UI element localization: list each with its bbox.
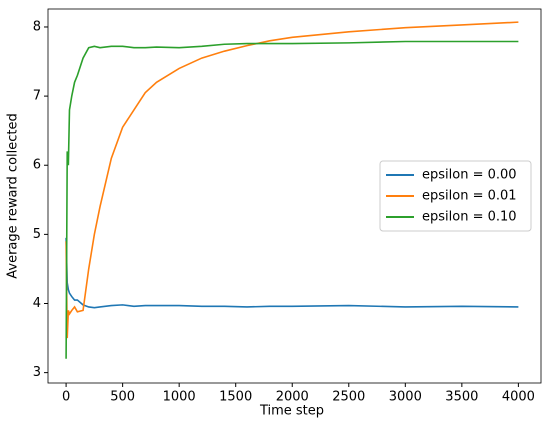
y-tick-label: 5 xyxy=(33,227,41,242)
series-line xyxy=(65,21,519,339)
legend-label: epsilon = 0.01 xyxy=(422,189,517,204)
legend: epsilon = 0.00 epsilon = 0.01 epsilon = 0.… xyxy=(379,160,532,232)
y-tick-label: 6 xyxy=(33,158,41,173)
series-line xyxy=(65,237,519,309)
x-tick-label: 4000 xyxy=(502,390,535,405)
x-tick-label: 2500 xyxy=(332,390,365,405)
x-tick-label: 1500 xyxy=(219,390,252,405)
y-tick-label: 3 xyxy=(33,365,41,380)
legend-box xyxy=(379,160,532,232)
y-tick-label: 7 xyxy=(33,89,41,104)
x-axis-label: Time step xyxy=(259,404,324,419)
plot-frame xyxy=(47,8,542,384)
legend-label: epsilon = 0.00 xyxy=(422,168,517,183)
legend-label: epsilon = 0.10 xyxy=(422,210,517,225)
series-line xyxy=(65,40,519,359)
x-tick-label: 500 xyxy=(110,390,135,405)
y-tick-label: 4 xyxy=(33,296,41,311)
y-axis-label: Average reward collected xyxy=(6,113,21,279)
x-tick-label: 1000 xyxy=(163,390,196,405)
y-tick-label: 8 xyxy=(33,19,41,34)
x-tick-label: 3000 xyxy=(389,390,422,405)
x-tick-label: 3500 xyxy=(445,390,478,405)
x-tick-label: 0 xyxy=(62,390,70,405)
x-tick-label: 2000 xyxy=(276,390,309,405)
